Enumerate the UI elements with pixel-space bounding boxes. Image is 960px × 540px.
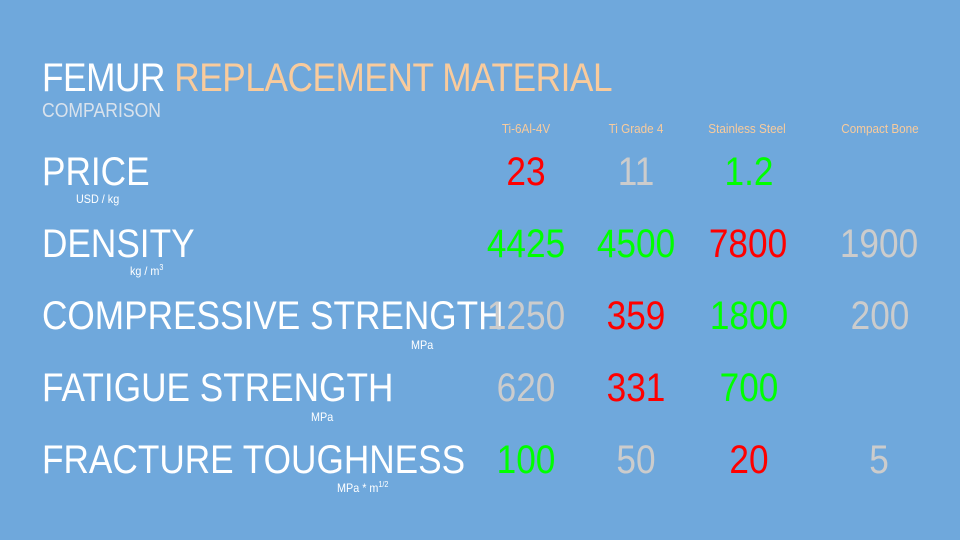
row-label-compressive-strength: COMPRESSIVE STRENGTH	[42, 294, 504, 338]
unit-text: MPa	[311, 410, 334, 424]
value-density-ti-grade-4: 4500	[596, 222, 676, 266]
unit-sup: 1/2	[378, 480, 389, 489]
slide-subtitle: COMPARISON	[42, 100, 161, 122]
title-femur: FEMUR	[42, 56, 175, 100]
unit-fracture-toughness: MPa * m1/2	[337, 480, 389, 496]
unit-sup: 3	[159, 263, 164, 272]
row-label-density: DENSITY	[42, 222, 195, 266]
value-compressive-ti-6al-4v: 1250	[486, 294, 566, 338]
value-density-stainless-steel: 7800	[708, 222, 788, 266]
column-header-ti-6al-4v: Ti-6Al-4V	[501, 121, 551, 136]
unit-text: MPa	[411, 338, 434, 352]
value-compressive-ti-grade-4: 359	[606, 294, 666, 338]
value-fracture-ti-grade-4: 50	[616, 438, 656, 482]
value-fatigue-ti-grade-4: 331	[606, 366, 666, 410]
slide-title: FEMUR REPLACEMENT MATERIAL	[42, 56, 613, 100]
column-header-compact-bone: Compact Bone	[841, 121, 919, 136]
value-density-ti-6al-4v: 4425	[486, 222, 566, 266]
unit-text: USD / kg	[76, 192, 120, 206]
value-fracture-stainless-steel: 20	[729, 438, 769, 482]
column-header-ti-grade-4: Ti Grade 4	[608, 121, 664, 136]
value-fracture-compact-bone: 5	[869, 438, 889, 482]
unit-fatigue-strength: MPa	[311, 410, 333, 424]
unit-text: kg / m	[130, 264, 160, 278]
unit-price: USD / kg	[76, 192, 119, 206]
unit-compressive-strength: MPa	[411, 338, 433, 352]
unit-density: kg / m3	[130, 263, 164, 279]
value-price-ti-grade-4: 11	[617, 150, 655, 194]
row-label-fracture-toughness: FRACTURE TOUGHNESS	[42, 438, 466, 482]
unit-text: MPa * m	[337, 481, 379, 495]
value-fatigue-stainless-steel: 700	[719, 366, 779, 410]
row-label-fatigue-strength: FATIGUE STRENGTH	[42, 366, 394, 410]
column-header-stainless-steel: Stainless Steel	[708, 121, 786, 136]
value-compressive-compact-bone: 200	[850, 294, 910, 338]
value-fracture-ti-6al-4v: 100	[496, 438, 556, 482]
value-fatigue-ti-6al-4v: 620	[496, 366, 556, 410]
row-label-price: PRICE	[42, 150, 150, 194]
value-price-stainless-steel: 1.2	[724, 150, 774, 194]
value-density-compact-bone: 1900	[839, 222, 919, 266]
value-price-ti-6al-4v: 23	[506, 150, 546, 194]
title-replacement-material: REPLACEMENT MATERIAL	[174, 56, 613, 100]
value-compressive-stainless-steel: 1800	[709, 294, 789, 338]
